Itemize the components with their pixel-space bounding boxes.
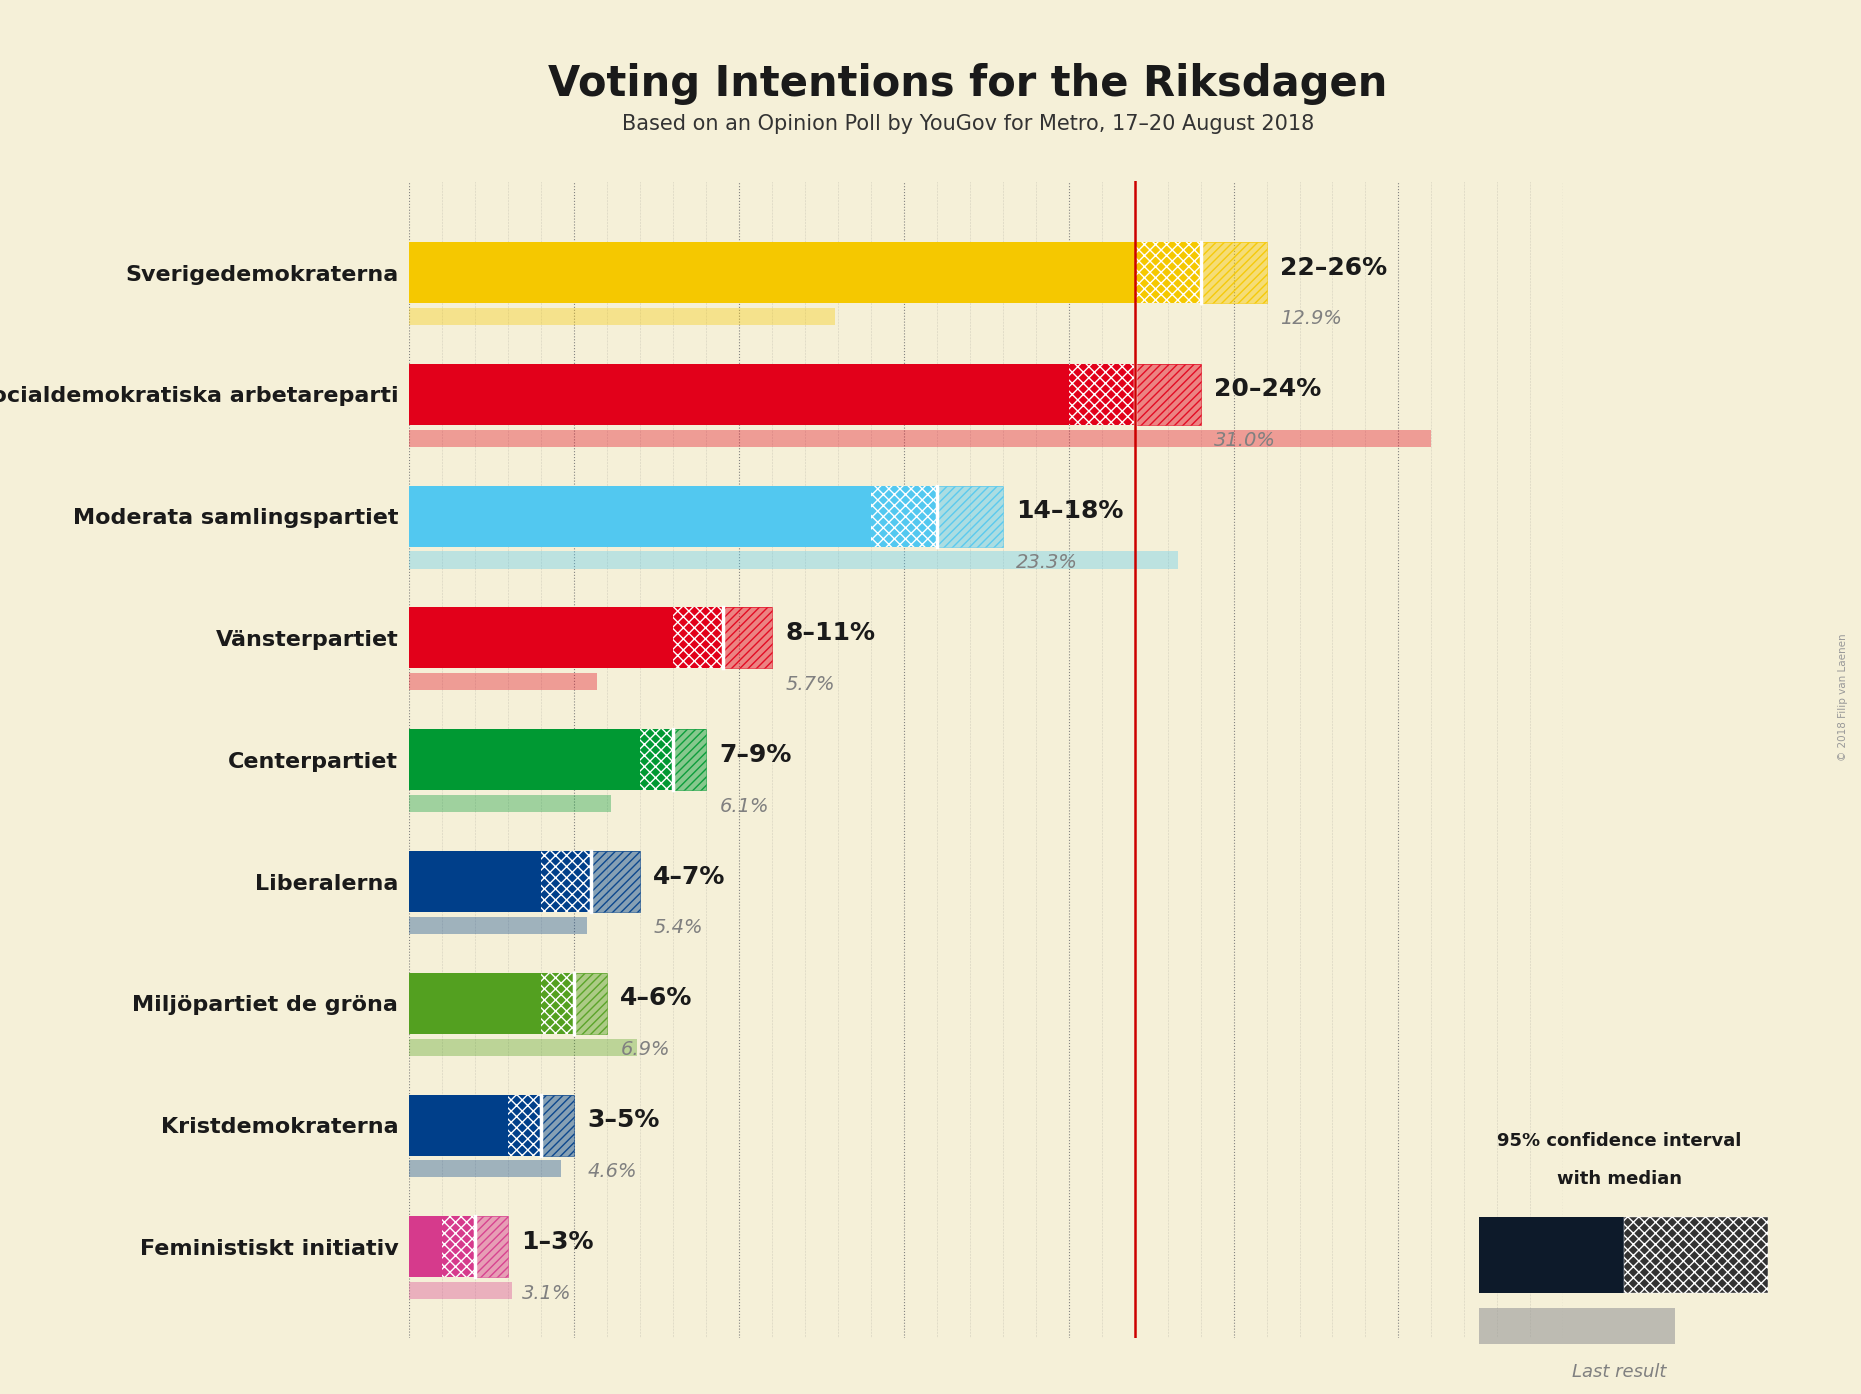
Bar	[674, 729, 705, 790]
Text: 14–18%: 14–18%	[1016, 499, 1124, 523]
Bar	[443, 1217, 475, 1277]
Bar	[575, 973, 607, 1034]
Bar	[674, 608, 722, 668]
Bar	[409, 608, 674, 668]
Bar	[1479, 1217, 1623, 1292]
Bar	[640, 729, 674, 790]
Text: 7–9%: 7–9%	[720, 743, 791, 767]
Text: 3.1%: 3.1%	[521, 1284, 571, 1302]
Bar	[409, 1217, 443, 1277]
Text: 4–6%: 4–6%	[620, 987, 692, 1011]
Bar	[542, 852, 590, 912]
Bar	[409, 852, 542, 912]
Bar	[409, 673, 597, 690]
Bar	[409, 795, 610, 813]
Bar	[409, 917, 588, 934]
Text: 3–5%: 3–5%	[588, 1108, 661, 1132]
Bar	[409, 364, 1068, 425]
Bar	[1200, 243, 1267, 302]
Bar	[475, 1217, 508, 1277]
Text: 8–11%: 8–11%	[785, 622, 875, 645]
Bar	[409, 1282, 512, 1299]
Bar	[936, 485, 1003, 546]
Bar	[590, 852, 640, 912]
Bar	[475, 1217, 508, 1277]
Bar	[409, 552, 1178, 569]
Text: Voting Intentions for the Riksdagen: Voting Intentions for the Riksdagen	[547, 63, 1388, 105]
Text: 6.9%: 6.9%	[620, 1040, 670, 1059]
Bar	[409, 485, 871, 546]
Text: 20–24%: 20–24%	[1213, 378, 1321, 401]
Bar	[1623, 1217, 1768, 1292]
Text: © 2018 Filip van Laenen: © 2018 Filip van Laenen	[1839, 633, 1848, 761]
Text: Last result: Last result	[1573, 1363, 1666, 1381]
Text: 23.3%: 23.3%	[1016, 553, 1078, 572]
Bar	[542, 1094, 575, 1156]
Bar	[409, 729, 640, 790]
Text: 12.9%: 12.9%	[1280, 309, 1342, 329]
Bar	[936, 485, 1003, 546]
Bar	[508, 1094, 542, 1156]
Bar	[1068, 364, 1135, 425]
Bar	[409, 973, 542, 1034]
Bar	[542, 1094, 575, 1156]
Text: 4–7%: 4–7%	[653, 864, 726, 888]
Text: 5.7%: 5.7%	[785, 675, 836, 694]
Bar	[409, 1094, 508, 1156]
Text: with median: with median	[1556, 1170, 1682, 1188]
Bar	[1135, 243, 1200, 302]
Bar	[409, 429, 1431, 446]
Bar	[409, 1160, 560, 1178]
Bar	[1479, 1309, 1675, 1344]
Bar	[542, 973, 575, 1034]
Bar	[409, 1039, 636, 1055]
Bar	[1135, 364, 1200, 425]
Bar	[1200, 243, 1267, 302]
Text: Based on an Opinion Poll by YouGov for Metro, 17–20 August 2018: Based on an Opinion Poll by YouGov for M…	[622, 114, 1314, 134]
Text: 4.6%: 4.6%	[588, 1161, 636, 1181]
Bar	[1135, 364, 1200, 425]
Bar	[722, 608, 772, 668]
Bar	[674, 729, 705, 790]
Text: 6.1%: 6.1%	[720, 796, 769, 815]
Bar	[409, 243, 1135, 302]
Text: 95% confidence interval: 95% confidence interval	[1496, 1132, 1742, 1150]
Text: 31.0%: 31.0%	[1213, 431, 1275, 450]
Bar	[590, 852, 640, 912]
Bar	[409, 308, 836, 325]
Text: 22–26%: 22–26%	[1280, 255, 1386, 280]
Bar	[871, 485, 936, 546]
Bar	[722, 608, 772, 668]
Bar	[575, 973, 607, 1034]
Text: 1–3%: 1–3%	[521, 1230, 594, 1255]
Text: 5.4%: 5.4%	[653, 919, 703, 937]
